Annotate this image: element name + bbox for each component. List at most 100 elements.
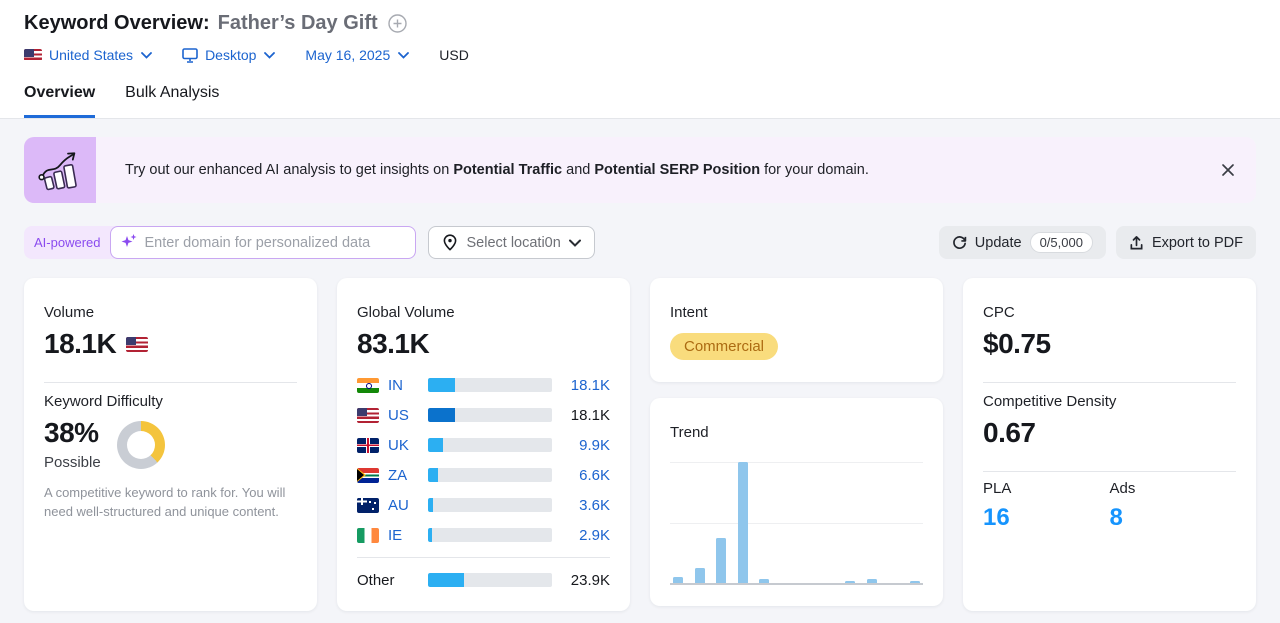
- volume-bar-track: [428, 438, 552, 452]
- competitive-density-title: Competitive Density: [983, 393, 1117, 410]
- trend-bar: [909, 580, 920, 583]
- currency-label: USD: [439, 47, 469, 63]
- add-keyword-icon[interactable]: [387, 14, 407, 33]
- banner-bold-serp-position: Potential SERP Position: [594, 162, 761, 178]
- country-volume-value: 2.9K: [579, 526, 610, 544]
- global-volume-title: Global Volume: [357, 304, 455, 321]
- cpc-density-card: CPC $0.75 Competitive Density 0.67 PLA 1…: [963, 278, 1256, 611]
- volume-bar-track: [428, 573, 552, 587]
- us-flag-icon: [126, 336, 149, 352]
- volume-bar-track: [428, 468, 552, 482]
- page-title: Keyword Overview:: [24, 12, 210, 34]
- ai-domain-group: AI-powered: [24, 226, 417, 259]
- close-icon[interactable]: [1218, 160, 1238, 180]
- domain-input[interactable]: [110, 226, 417, 259]
- country-code-link[interactable]: US: [388, 406, 409, 424]
- banner-message: Try out our enhanced AI analysis to get …: [125, 162, 869, 178]
- difficulty-level: Possible: [44, 454, 101, 471]
- difficulty-donut: [116, 421, 165, 469]
- trend-bar: [716, 538, 727, 583]
- tab-overview[interactable]: Overview: [24, 84, 96, 118]
- difficulty-description: A competitive keyword to rank for. You w…: [44, 485, 286, 519]
- cpc-value: $0.75: [983, 328, 1051, 359]
- sparkles-icon: [120, 233, 138, 251]
- country-filter[interactable]: United States: [24, 47, 152, 63]
- location-select-label: Select locati0n: [466, 234, 561, 251]
- divider: [983, 471, 1236, 472]
- tab-bulk-analysis[interactable]: Bulk Analysis: [125, 84, 220, 101]
- uk-flag-icon: [357, 437, 379, 453]
- volume-number: 18.1K: [44, 328, 117, 359]
- country-volume-row: UK 9.9K: [357, 430, 610, 460]
- update-button[interactable]: Update 0/5,000: [938, 226, 1106, 259]
- ie-flag-icon: [357, 527, 379, 543]
- divider: [983, 382, 1236, 383]
- location-select[interactable]: Select locati0n: [428, 226, 595, 259]
- keyword-text: Father’s Day Gift: [217, 12, 378, 34]
- main-content: Try out our enhanced AI analysis to get …: [0, 119, 1280, 621]
- intent-badge: Commercial: [670, 333, 779, 360]
- page-header: Keyword Overview: Father’s Day Gift Unit…: [0, 0, 1280, 119]
- ads-block: Ads 8: [1110, 480, 1237, 532]
- banner-text-part: Try out our enhanced AI analysis to get …: [125, 162, 454, 178]
- country-volume-list: IN 18.1K US 18.1K UK 9.9K ZA 6.6K AU 3.6K IE 2.9K: [357, 370, 610, 550]
- country-filter-label: United States: [49, 47, 134, 63]
- keyword-difficulty-title: Keyword Difficulty: [44, 393, 163, 410]
- trend-bars: [670, 462, 923, 583]
- controls-left: AI-powered Select locati0n: [24, 226, 595, 259]
- country-code-link[interactable]: IN: [388, 376, 403, 394]
- country-code-link[interactable]: IE: [388, 526, 403, 544]
- country-volume-value: 18.1K: [570, 406, 610, 424]
- pla-value[interactable]: 16: [983, 504, 1010, 531]
- pla-title: PLA: [983, 480, 1012, 497]
- chevron-down-icon: [141, 51, 152, 59]
- volume-bar-fill: [428, 498, 434, 512]
- banner-text-part: for your domain.: [760, 162, 869, 178]
- volume-bar-track: [428, 528, 552, 542]
- device-filter[interactable]: Desktop: [182, 47, 276, 63]
- export-pdf-button[interactable]: Export to PDF: [1115, 226, 1256, 259]
- country-volume-value: 9.9K: [579, 436, 610, 454]
- country-volume-row: IE 2.9K: [357, 520, 610, 550]
- chevron-down-icon: [568, 239, 581, 247]
- global-volume-card: Global Volume 83.1K IN 18.1K US 18.1K UK 9.9K…: [337, 278, 630, 611]
- trend-bar: [694, 568, 705, 583]
- filters-row: United States Desktop May 16, 2025 USD: [24, 47, 1256, 63]
- divider: [357, 557, 610, 558]
- country-code-link[interactable]: UK: [388, 436, 409, 454]
- ads-value[interactable]: 8: [1109, 504, 1123, 531]
- za-flag-icon: [357, 467, 379, 483]
- other-volume-value: 23.9K: [570, 571, 610, 589]
- refresh-icon: [952, 236, 967, 249]
- device-filter-label: Desktop: [205, 47, 257, 63]
- country-code-link[interactable]: ZA: [388, 466, 408, 484]
- trend-card: Trend: [650, 398, 943, 606]
- volume-bar-fill: [428, 438, 443, 452]
- metric-cards: Volume 18.1K Keyword Difficulty 38% Poss…: [24, 278, 1256, 611]
- pla-block: PLA 16: [983, 480, 1110, 532]
- controls-right: Update 0/5,000 Export to PDF: [938, 226, 1256, 259]
- date-filter[interactable]: May 16, 2025: [305, 47, 410, 63]
- desktop-icon: [182, 47, 198, 63]
- country-volume-value: 6.6K: [579, 466, 610, 484]
- banner-text-part: and: [562, 162, 595, 178]
- intent-trend-column: Intent Commercial Trend: [650, 278, 943, 611]
- title-row: Keyword Overview: Father’s Day Gift: [24, 12, 1256, 35]
- country-volume-value: 18.1K: [570, 376, 610, 394]
- country-volume-value: 3.6K: [579, 496, 610, 514]
- volume-bar-track: [428, 408, 552, 422]
- ai-promo-banner: Try out our enhanced AI analysis to get …: [24, 137, 1256, 203]
- banner-bold-potential-traffic: Potential Traffic: [453, 162, 563, 178]
- volume-bar-fill: [428, 468, 438, 482]
- cpc-title: CPC: [983, 304, 1015, 321]
- in-flag-icon: [357, 377, 379, 393]
- volume-difficulty-card: Volume 18.1K Keyword Difficulty 38% Poss…: [24, 278, 317, 611]
- country-volume-row: AU 3.6K: [357, 490, 610, 520]
- competitive-density-value: 0.67: [983, 417, 1036, 448]
- country-volume-row: US 18.1K: [357, 400, 610, 430]
- country-code-link[interactable]: AU: [388, 496, 409, 514]
- trend-title: Trend: [670, 424, 709, 441]
- difficulty-percent: 38%: [44, 417, 99, 448]
- intent-title: Intent: [670, 304, 708, 321]
- gridline: [670, 462, 923, 463]
